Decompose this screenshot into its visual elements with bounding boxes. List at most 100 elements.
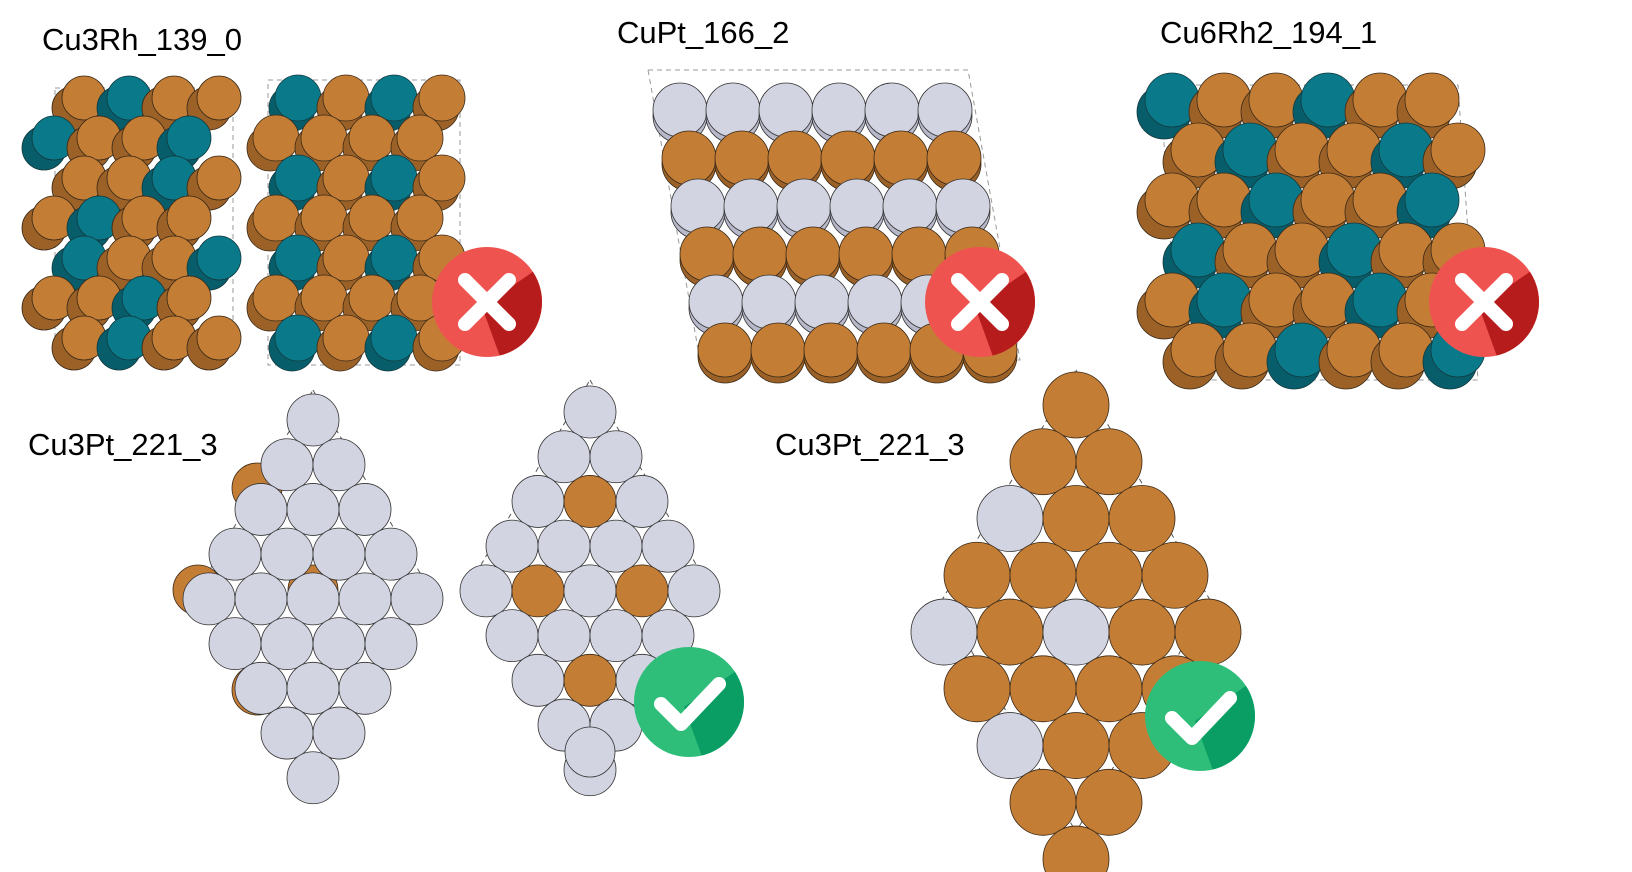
pt-atom <box>688 274 744 330</box>
cu-atom <box>196 155 242 201</box>
verdict-badges <box>432 247 1539 771</box>
cu-atom <box>1404 72 1460 128</box>
cu-atom <box>976 598 1044 666</box>
pt-atom <box>537 519 591 573</box>
pt-atom <box>776 178 832 234</box>
cu-atom <box>661 130 717 186</box>
cu-atom <box>803 322 859 378</box>
cu-atom <box>322 74 370 122</box>
cu-atom <box>563 475 617 528</box>
cross-icon <box>1429 247 1539 357</box>
pt-atom <box>563 564 617 618</box>
pt-atom <box>286 393 340 447</box>
pt-atom <box>935 178 991 234</box>
cu-atom <box>1042 712 1110 779</box>
cu-atom <box>1075 428 1143 496</box>
cu-atom <box>196 75 242 121</box>
cu-atom <box>873 130 929 186</box>
cu-atom <box>1108 485 1176 552</box>
rh-atom <box>370 154 418 202</box>
panel-label-cu3rh: Cu3Rh_139_0 <box>42 22 242 57</box>
cu-atom <box>300 114 348 162</box>
pt-atom <box>511 653 565 707</box>
pt-atom <box>364 527 418 581</box>
cross-icon <box>432 247 542 357</box>
rh-atom <box>274 234 322 282</box>
panel-label-cu3pt-right: Cu3Pt_221_3 <box>775 427 965 462</box>
cu-atom <box>322 314 370 362</box>
cu-atom <box>1042 371 1110 439</box>
rh-atom <box>274 314 322 362</box>
cu-atom <box>166 195 212 241</box>
pt-atom <box>312 617 366 670</box>
cu-atom <box>322 234 370 282</box>
pt-atom <box>260 438 314 492</box>
cu-atom <box>943 541 1011 609</box>
pt-atom <box>459 564 513 618</box>
check-icon <box>634 647 744 757</box>
rh-atom <box>1404 172 1460 228</box>
cu-atom <box>838 226 894 282</box>
pt-atom <box>882 178 938 234</box>
pt-atom <box>286 661 340 715</box>
cu-atom <box>1174 598 1242 666</box>
cu-atom <box>348 114 396 162</box>
cu-atom <box>1009 428 1077 496</box>
cu-atom <box>252 114 300 162</box>
pt-atom <box>723 178 779 234</box>
cu-atom <box>322 154 370 202</box>
cu-atom <box>926 130 982 186</box>
cu-atom <box>1009 655 1077 723</box>
pt-atom <box>338 572 392 626</box>
cu-atom <box>418 154 466 202</box>
rh-atom <box>370 234 418 282</box>
pt-atom <box>537 609 591 662</box>
pt-atom <box>511 475 565 528</box>
cu-atom <box>348 194 396 242</box>
cu-atom <box>750 322 806 378</box>
pt-atom <box>286 751 340 805</box>
cu-atom <box>767 130 823 186</box>
pt-atom <box>670 178 726 234</box>
pt-atom <box>847 274 903 330</box>
pt-atom <box>758 82 814 138</box>
pt-atom <box>705 82 761 138</box>
cu-atom <box>1075 655 1143 723</box>
cu-atom <box>348 274 396 322</box>
panel-label-cupt: CuPt_166_2 <box>617 15 790 50</box>
pt-atom <box>338 661 392 715</box>
cu-atom <box>563 653 617 707</box>
pt-atom <box>312 706 366 760</box>
pt-atom <box>312 527 366 581</box>
cu-atom <box>1430 122 1486 178</box>
pt-atom <box>563 385 617 439</box>
rh-atom <box>274 154 322 202</box>
cu-atom <box>679 226 735 282</box>
cu-atom <box>396 114 444 162</box>
pt-atom <box>485 519 539 573</box>
pt-atom <box>910 598 978 666</box>
pt-atom <box>234 483 288 536</box>
cu-atom <box>1009 768 1077 836</box>
pt-atom <box>286 572 340 626</box>
pt-atom <box>564 726 616 778</box>
pt-atom <box>589 430 643 484</box>
pt-atom <box>652 82 708 138</box>
rh-atom <box>370 74 418 122</box>
cu-atom <box>714 130 770 186</box>
pt-atom <box>338 483 392 536</box>
pt-atom <box>234 572 288 626</box>
cu-atom <box>252 274 300 322</box>
cu-atom <box>396 194 444 242</box>
pt-atom <box>589 609 643 662</box>
cu-atom <box>615 564 669 618</box>
cu-atom <box>1108 598 1176 666</box>
pt-atom <box>537 430 591 484</box>
cu-atom <box>252 194 300 242</box>
cu-atom <box>1075 541 1143 609</box>
cu-atom <box>1009 541 1077 609</box>
pt-atom <box>829 178 885 234</box>
cu-atom <box>1075 768 1143 836</box>
pt-atom <box>741 274 797 330</box>
cu-atom <box>300 194 348 242</box>
